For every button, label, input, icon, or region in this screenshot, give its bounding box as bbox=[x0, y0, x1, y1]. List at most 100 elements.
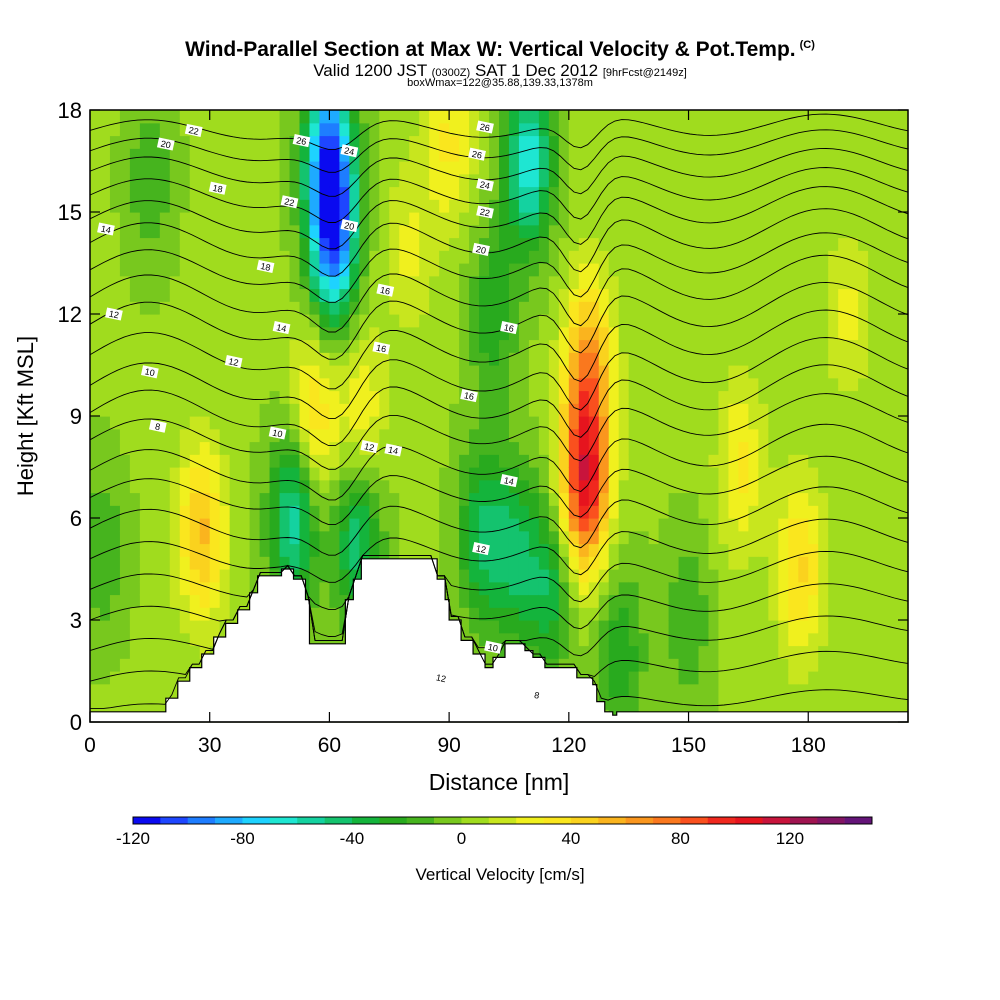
heat-cell bbox=[239, 556, 251, 570]
heat-cell bbox=[339, 173, 350, 188]
heat-cell bbox=[139, 377, 151, 392]
colorbar-swatch bbox=[844, 817, 873, 824]
heat-cell bbox=[199, 428, 211, 443]
heat-cell bbox=[758, 173, 769, 188]
heat-cell bbox=[139, 696, 151, 710]
heat-cell bbox=[189, 161, 201, 175]
heat-cell bbox=[479, 441, 490, 455]
heat-cell bbox=[209, 237, 221, 251]
heat-cell bbox=[698, 301, 710, 315]
colorbar-swatch bbox=[406, 817, 435, 824]
heat-cell bbox=[808, 339, 819, 353]
heat-cell bbox=[159, 505, 171, 519]
heat-cell bbox=[518, 263, 530, 277]
heat-cell bbox=[339, 148, 350, 162]
heat-cell bbox=[638, 224, 650, 239]
heat-cell bbox=[209, 594, 221, 608]
heat-cell bbox=[489, 212, 500, 226]
heat-cell bbox=[479, 467, 490, 481]
heat-cell bbox=[688, 607, 700, 621]
heat-cell bbox=[518, 479, 530, 494]
heat-cell bbox=[209, 263, 221, 277]
heat-cell bbox=[578, 352, 590, 366]
heat-cell bbox=[179, 288, 191, 302]
heat-cell bbox=[479, 569, 490, 583]
heat-cell bbox=[558, 148, 570, 162]
heat-cell bbox=[538, 632, 550, 647]
heat-cell bbox=[229, 186, 241, 200]
heat-cell bbox=[359, 326, 370, 341]
contour-label: 10 bbox=[140, 365, 159, 379]
heat-cell bbox=[149, 620, 161, 634]
heat-cell bbox=[309, 479, 321, 494]
heat-cell bbox=[299, 505, 311, 519]
heat-cell bbox=[878, 224, 889, 239]
heat-cell bbox=[229, 237, 241, 251]
heat-cell bbox=[668, 288, 680, 302]
heat-cell bbox=[888, 416, 899, 430]
heat-cell bbox=[319, 288, 331, 302]
heat-cell bbox=[838, 263, 849, 277]
heat-cell bbox=[149, 479, 161, 494]
heat-cell bbox=[888, 161, 899, 175]
heat-cell bbox=[718, 479, 730, 494]
heat-cell bbox=[269, 186, 281, 200]
heat-cell bbox=[778, 173, 789, 188]
heat-cell bbox=[728, 224, 740, 239]
heat-cell bbox=[489, 135, 500, 149]
x-axis: 0 30 60 90 120 150 180 bbox=[84, 110, 826, 757]
heat-cell bbox=[548, 416, 560, 430]
heat-cell bbox=[518, 135, 530, 149]
heat-cell bbox=[459, 365, 470, 379]
heat-cell bbox=[608, 250, 620, 264]
heat-cell bbox=[858, 250, 869, 264]
heat-cell bbox=[828, 288, 839, 302]
heat-cell bbox=[139, 581, 151, 596]
heat-cell bbox=[429, 250, 440, 264]
heat-cell bbox=[818, 135, 829, 149]
heat-cell bbox=[578, 390, 590, 404]
heat-cell bbox=[838, 581, 849, 596]
contour-label-bg bbox=[360, 440, 379, 454]
heat-cell bbox=[618, 428, 630, 443]
heat-cell bbox=[479, 186, 490, 200]
heat-cell bbox=[708, 581, 720, 596]
heat-cell bbox=[868, 148, 879, 162]
heat-cell bbox=[489, 237, 500, 251]
heat-cell bbox=[508, 620, 520, 634]
heat-cell bbox=[199, 110, 211, 124]
heat-cell bbox=[668, 467, 680, 481]
heat-cell bbox=[109, 556, 121, 570]
heat-cell bbox=[179, 326, 191, 341]
contour-label: 20 bbox=[156, 137, 175, 151]
heat-cell bbox=[668, 275, 680, 290]
heat-cell bbox=[638, 556, 650, 570]
heat-cell bbox=[109, 403, 121, 417]
heat-cell bbox=[508, 505, 520, 519]
heat-cell bbox=[688, 250, 700, 264]
heat-cell bbox=[708, 696, 720, 710]
heat-cell bbox=[179, 620, 191, 634]
heat-cell bbox=[389, 492, 400, 506]
heat-cell bbox=[329, 212, 340, 226]
heat-cell bbox=[728, 505, 740, 519]
heat-cell bbox=[878, 352, 889, 366]
heat-cell bbox=[219, 199, 231, 213]
heat-cell bbox=[489, 377, 500, 392]
heat-cell bbox=[149, 161, 161, 175]
heat-cell bbox=[718, 671, 730, 685]
heat-cell bbox=[528, 569, 540, 583]
heat-cell bbox=[339, 135, 350, 149]
heat-cell bbox=[828, 479, 839, 494]
heat-cell bbox=[249, 250, 261, 264]
heat-cell bbox=[678, 199, 690, 213]
heat-cell bbox=[229, 556, 241, 570]
heat-cell bbox=[369, 135, 380, 149]
heat-cell bbox=[658, 594, 670, 608]
heat-cell bbox=[239, 314, 251, 328]
heat-cell bbox=[189, 569, 201, 583]
heat-cell bbox=[588, 671, 600, 685]
heat-cell bbox=[598, 492, 610, 506]
heat-cell bbox=[259, 326, 271, 341]
heat-cell bbox=[379, 352, 390, 366]
